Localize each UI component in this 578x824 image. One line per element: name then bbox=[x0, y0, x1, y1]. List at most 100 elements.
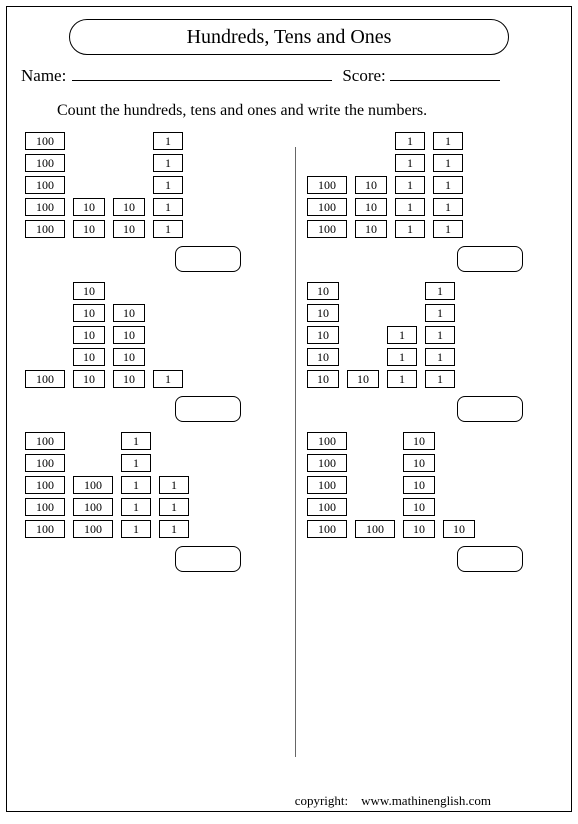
copyright-site: www.mathinenglish.com bbox=[361, 793, 491, 808]
value-cell: 1 bbox=[395, 198, 425, 216]
value-cell: 1 bbox=[433, 154, 463, 172]
copyright: copyright: www.mathinenglish.com bbox=[295, 793, 491, 809]
value-cell: 1 bbox=[153, 220, 183, 238]
value-stack: 100100100100100100101010101010 bbox=[307, 432, 547, 542]
value-cell: 1 bbox=[425, 304, 455, 322]
value-cell: 100 bbox=[25, 454, 65, 472]
value-stack: 1001001001001001010101011111 bbox=[25, 132, 265, 242]
value-cell: 10 bbox=[113, 370, 145, 388]
value-cell: 1 bbox=[433, 132, 463, 150]
value-cell: 1 bbox=[395, 132, 425, 150]
value-stack: 1001010101010101010101 bbox=[25, 282, 265, 392]
value-cell: 100 bbox=[307, 176, 347, 194]
value-cell: 10 bbox=[307, 370, 339, 388]
answer-box[interactable] bbox=[175, 396, 241, 422]
value-cell: 100 bbox=[25, 476, 65, 494]
value-cell: 1 bbox=[433, 198, 463, 216]
value-cell: 1 bbox=[121, 454, 151, 472]
answer-box[interactable] bbox=[175, 246, 241, 272]
value-cell: 10 bbox=[403, 476, 435, 494]
name-label: Name: bbox=[21, 66, 66, 86]
value-stack: 10010010010010010010010011111111 bbox=[25, 432, 265, 542]
meta-row: Name: Score: bbox=[7, 63, 571, 90]
value-cell: 1 bbox=[425, 326, 455, 344]
value-cell: 1 bbox=[159, 520, 189, 538]
value-cell: 1 bbox=[153, 198, 183, 216]
value-cell: 100 bbox=[25, 520, 65, 538]
value-cell: 1 bbox=[387, 326, 417, 344]
value-cell: 1 bbox=[153, 154, 183, 172]
value-cell: 100 bbox=[25, 132, 65, 150]
right-column: 1001001001010101111111111101010101010111… bbox=[289, 128, 571, 582]
value-cell: 1 bbox=[121, 432, 151, 450]
column-divider bbox=[295, 147, 296, 757]
value-cell: 1 bbox=[121, 476, 151, 494]
value-cell: 100 bbox=[25, 498, 65, 516]
value-cell: 1 bbox=[159, 498, 189, 516]
page-title: Hundreds, Tens and Ones bbox=[69, 19, 509, 55]
answer-box[interactable] bbox=[457, 246, 523, 272]
value-cell: 10 bbox=[113, 326, 145, 344]
instruction-text: Count the hundreds, tens and ones and wr… bbox=[7, 90, 571, 128]
value-cell: 100 bbox=[73, 476, 113, 494]
problem: 1001001001010101111111111 bbox=[307, 132, 561, 272]
value-cell: 1 bbox=[395, 176, 425, 194]
value-cell: 1 bbox=[153, 370, 183, 388]
score-label: Score: bbox=[342, 66, 385, 86]
value-cell: 100 bbox=[307, 198, 347, 216]
value-cell: 100 bbox=[73, 498, 113, 516]
value-cell: 1 bbox=[395, 220, 425, 238]
value-cell: 10 bbox=[403, 498, 435, 516]
value-cell: 1 bbox=[425, 370, 455, 388]
value-cell: 10 bbox=[403, 520, 435, 538]
value-cell: 10 bbox=[113, 348, 145, 366]
value-cell: 1 bbox=[153, 132, 183, 150]
value-cell: 100 bbox=[307, 454, 347, 472]
value-cell: 10 bbox=[73, 220, 105, 238]
value-cell: 10 bbox=[307, 348, 339, 366]
value-cell: 100 bbox=[73, 520, 113, 538]
answer-box[interactable] bbox=[457, 546, 523, 572]
value-cell: 10 bbox=[73, 282, 105, 300]
value-cell: 100 bbox=[307, 432, 347, 450]
value-cell: 10 bbox=[73, 348, 105, 366]
value-cell: 1 bbox=[121, 498, 151, 516]
problem: 10010010010010010010010011111111 bbox=[25, 432, 279, 572]
value-cell: 1 bbox=[433, 220, 463, 238]
value-stack: 1001001001010101111111111 bbox=[307, 132, 547, 242]
answer-box[interactable] bbox=[175, 546, 241, 572]
problem: 10101010101011111111 bbox=[307, 282, 561, 422]
copyright-label: copyright: bbox=[295, 793, 348, 808]
value-cell: 100 bbox=[25, 176, 65, 194]
value-cell: 1 bbox=[159, 476, 189, 494]
value-cell: 10 bbox=[347, 370, 379, 388]
score-input-line[interactable] bbox=[390, 63, 500, 81]
value-cell: 10 bbox=[73, 370, 105, 388]
value-cell: 1 bbox=[425, 348, 455, 366]
value-cell: 100 bbox=[25, 370, 65, 388]
worksheet-page: Hundreds, Tens and Ones Name: Score: Cou… bbox=[6, 6, 572, 812]
value-cell: 100 bbox=[307, 498, 347, 516]
value-cell: 10 bbox=[403, 454, 435, 472]
value-cell: 100 bbox=[307, 476, 347, 494]
value-cell: 1 bbox=[121, 520, 151, 538]
value-cell: 1 bbox=[387, 370, 417, 388]
left-column: 1001001001001001010101011111100101010101… bbox=[7, 128, 289, 582]
value-cell: 100 bbox=[355, 520, 395, 538]
problem: 1001010101010101010101 bbox=[25, 282, 279, 422]
value-cell: 10 bbox=[113, 220, 145, 238]
problem: 100100100100100100101010101010 bbox=[307, 432, 561, 572]
problems-grid: 1001001001001001010101011111100101010101… bbox=[7, 128, 571, 582]
value-stack: 10101010101011111111 bbox=[307, 282, 547, 392]
value-cell: 10 bbox=[355, 176, 387, 194]
name-input-line[interactable] bbox=[72, 63, 332, 81]
answer-box[interactable] bbox=[457, 396, 523, 422]
value-cell: 100 bbox=[25, 220, 65, 238]
value-cell: 10 bbox=[307, 282, 339, 300]
value-cell: 10 bbox=[113, 198, 145, 216]
value-cell: 10 bbox=[403, 432, 435, 450]
value-cell: 100 bbox=[25, 154, 65, 172]
value-cell: 100 bbox=[307, 220, 347, 238]
value-cell: 10 bbox=[355, 220, 387, 238]
value-cell: 10 bbox=[113, 304, 145, 322]
